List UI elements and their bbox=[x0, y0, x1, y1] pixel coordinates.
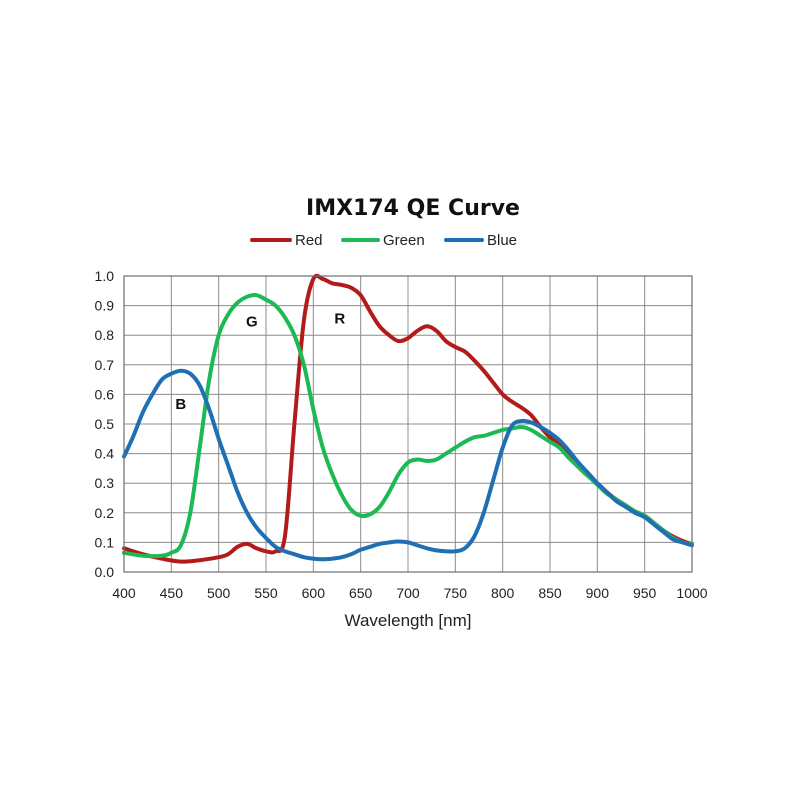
series-lines bbox=[122, 273, 694, 564]
x-tick-label: 750 bbox=[444, 585, 468, 601]
y-tick-labels: 0.0 0.1 0.2 0.3 0.4 0.5 0.6 0.7 0.8 0.9 1.0 bbox=[95, 268, 115, 580]
legend-item-green: Green bbox=[341, 232, 425, 249]
legend-label-blue: Blue bbox=[487, 232, 517, 249]
legend-label-red: Red bbox=[295, 232, 323, 249]
legend-item-red: Red bbox=[250, 232, 323, 249]
y-tick-label: 1.0 bbox=[95, 268, 115, 284]
curve-annotations: B G R bbox=[175, 310, 345, 413]
x-tick-label: 900 bbox=[586, 585, 610, 601]
x-tick-label: 1000 bbox=[676, 585, 707, 601]
legend-label-green: Green bbox=[383, 232, 425, 249]
x-tick-label: 550 bbox=[254, 585, 278, 601]
grid bbox=[123, 275, 693, 573]
y-tick-label: 0.3 bbox=[95, 475, 115, 491]
y-tick-label: 0.4 bbox=[95, 446, 115, 462]
y-tick-label: 0.6 bbox=[95, 386, 115, 402]
y-tick-label: 0.8 bbox=[95, 327, 115, 343]
chart-title: IMX174 QE Curve bbox=[306, 196, 520, 221]
x-tick-label: 500 bbox=[207, 585, 231, 601]
x-tick-labels: 400 450 500 550 600 650 700 750 800 850 900 950 1000 bbox=[112, 585, 707, 601]
y-tick-label: 0.7 bbox=[95, 357, 115, 373]
x-tick-label: 600 bbox=[302, 585, 326, 601]
y-tick-label: 0.9 bbox=[95, 298, 115, 314]
legend-item-blue: Blue bbox=[444, 232, 517, 249]
x-tick-label: 800 bbox=[491, 585, 515, 601]
plot-frame bbox=[123, 275, 693, 573]
x-tick-label: 650 bbox=[349, 585, 373, 601]
y-tick-label: 0.1 bbox=[95, 534, 115, 550]
x-tick-label: 850 bbox=[538, 585, 562, 601]
x-tick-label: 400 bbox=[112, 585, 136, 601]
curve-annotation-b: B bbox=[175, 396, 186, 413]
curve-annotation-g: G bbox=[246, 313, 258, 330]
y-tick-label: 0.2 bbox=[95, 505, 115, 521]
x-tick-label: 700 bbox=[396, 585, 420, 601]
curve-annotation-r: R bbox=[334, 310, 345, 327]
y-tick-label: 0.0 bbox=[95, 564, 115, 580]
series-line-blue bbox=[122, 368, 694, 562]
x-tick-label: 450 bbox=[160, 585, 184, 601]
x-tick-label: 950 bbox=[633, 585, 657, 601]
legend: Red Green Blue bbox=[250, 232, 517, 249]
y-tick-label: 0.5 bbox=[95, 416, 115, 432]
x-axis-label: Wavelength [nm] bbox=[345, 611, 472, 630]
